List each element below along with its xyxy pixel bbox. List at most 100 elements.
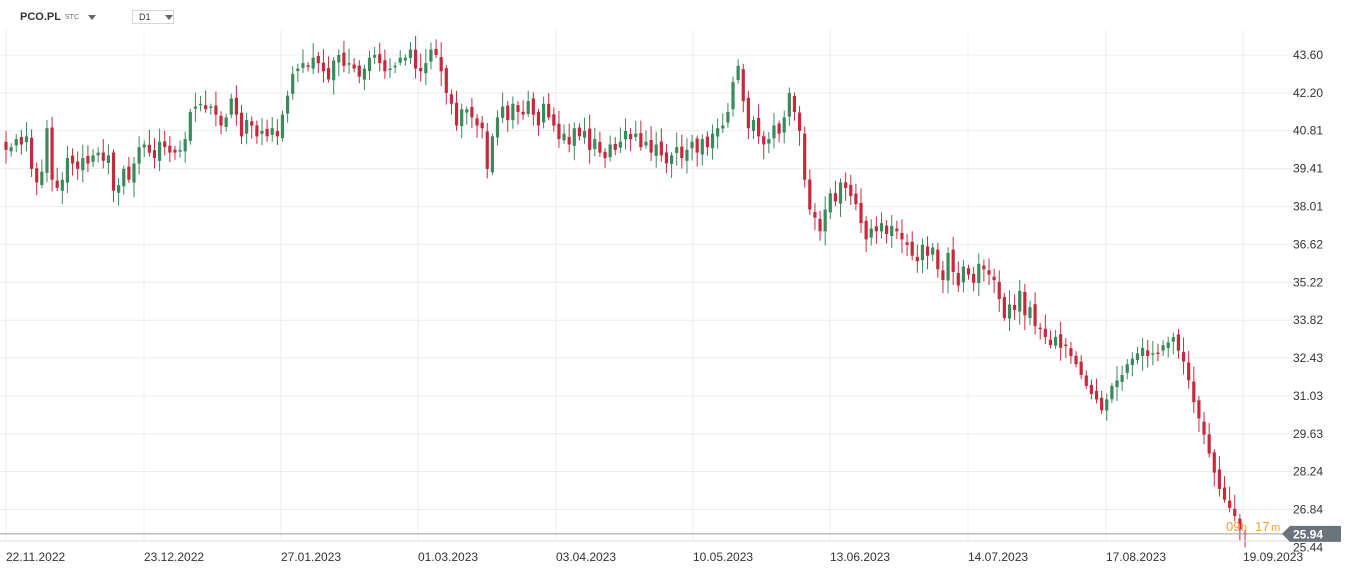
candle-body: [782, 117, 786, 133]
candle: [741, 63, 745, 113]
candle: [321, 48, 326, 83]
candle: [193, 92, 198, 122]
candle-body: [398, 57, 402, 63]
candle: [808, 169, 812, 216]
candle: [757, 104, 761, 145]
candle-body: [454, 102, 459, 126]
candle-body: [419, 67, 423, 72]
candle: [1074, 351, 1078, 368]
candle: [163, 130, 167, 156]
candle-body: [1212, 452, 1216, 473]
candle-body: [490, 136, 494, 173]
candle: [680, 134, 684, 169]
candle: [634, 121, 638, 142]
candle: [403, 54, 407, 66]
candle-body: [859, 202, 863, 224]
candle: [465, 106, 469, 125]
symbol-label[interactable]: PCO.PL: [20, 11, 61, 23]
candle-body: [413, 49, 418, 69]
timeframe-select[interactable]: D1: [132, 10, 174, 24]
candle-body: [721, 125, 725, 129]
candle: [905, 233, 909, 256]
candle: [690, 134, 694, 161]
candle-body: [60, 179, 64, 191]
candle: [1059, 321, 1063, 361]
candle: [762, 131, 766, 160]
candle: [393, 62, 397, 74]
candle-body: [685, 149, 689, 161]
y-tick-label: 28.24: [1293, 465, 1323, 479]
candle: [613, 137, 617, 156]
candle-body: [982, 265, 986, 270]
candle: [1110, 383, 1114, 404]
candle: [716, 118, 720, 149]
candle-body: [29, 137, 34, 169]
candle: [101, 139, 105, 169]
last-price-value: 25.94: [1293, 527, 1323, 541]
candle: [19, 130, 23, 155]
candle: [255, 120, 259, 144]
y-tick-label: 35.22: [1293, 275, 1323, 289]
y-tick-label: 36.62: [1293, 237, 1323, 251]
candle-body: [81, 158, 85, 171]
candle: [147, 129, 151, 157]
x-tick-label: 01.03.2023: [418, 550, 478, 564]
candle: [710, 124, 715, 160]
candle-body: [70, 155, 75, 164]
candle: [977, 253, 981, 297]
candle: [24, 122, 29, 152]
candle-body: [1125, 364, 1129, 373]
symbol-dropdown-icon[interactable]: [88, 15, 96, 20]
candle: [536, 108, 541, 136]
candle-body: [808, 179, 812, 210]
candle-body: [925, 246, 930, 256]
candle-body: [475, 118, 479, 126]
candle-body: [603, 151, 607, 159]
candle-body: [1176, 334, 1181, 351]
candle-body: [1069, 348, 1073, 357]
candle-body: [844, 182, 848, 188]
candle-body: [301, 63, 305, 68]
candle: [516, 101, 520, 125]
candle: [434, 39, 438, 59]
candle: [987, 258, 991, 286]
candle-body: [915, 256, 919, 262]
candle-body: [291, 73, 295, 94]
candle: [1202, 411, 1206, 445]
candle: [623, 118, 628, 150]
candle: [818, 210, 822, 241]
candle-body: [900, 233, 904, 240]
candle-body: [117, 185, 121, 193]
countdown-minutes: 17: [1255, 519, 1269, 534]
candle: [265, 119, 269, 142]
candle: [567, 123, 571, 153]
candle: [557, 110, 561, 148]
candle: [890, 214, 894, 248]
candle-body: [285, 95, 290, 114]
candle: [352, 57, 356, 73]
candle: [792, 92, 797, 121]
candle-body: [849, 184, 853, 197]
candle-body: [1100, 397, 1104, 411]
y-tick-label: 26.84: [1293, 503, 1323, 517]
candle-body: [1151, 353, 1155, 355]
candle: [316, 51, 320, 73]
candle-body: [874, 226, 878, 232]
candle-body: [1084, 375, 1088, 386]
candle: [106, 144, 110, 175]
candle-body: [501, 106, 505, 118]
candle-body: [373, 55, 377, 58]
candle-body: [1018, 290, 1022, 312]
candle: [1013, 294, 1017, 321]
candle-body: [4, 141, 8, 150]
candle-body: [890, 225, 894, 237]
candle-body: [777, 123, 781, 134]
candle-body: [306, 65, 310, 67]
candle-body: [598, 141, 602, 153]
candle-body: [280, 114, 285, 139]
candle-body: [726, 111, 730, 123]
candle-body: [956, 272, 960, 286]
candle: [982, 259, 986, 282]
x-tick-label: 23.12.2022: [144, 550, 204, 564]
